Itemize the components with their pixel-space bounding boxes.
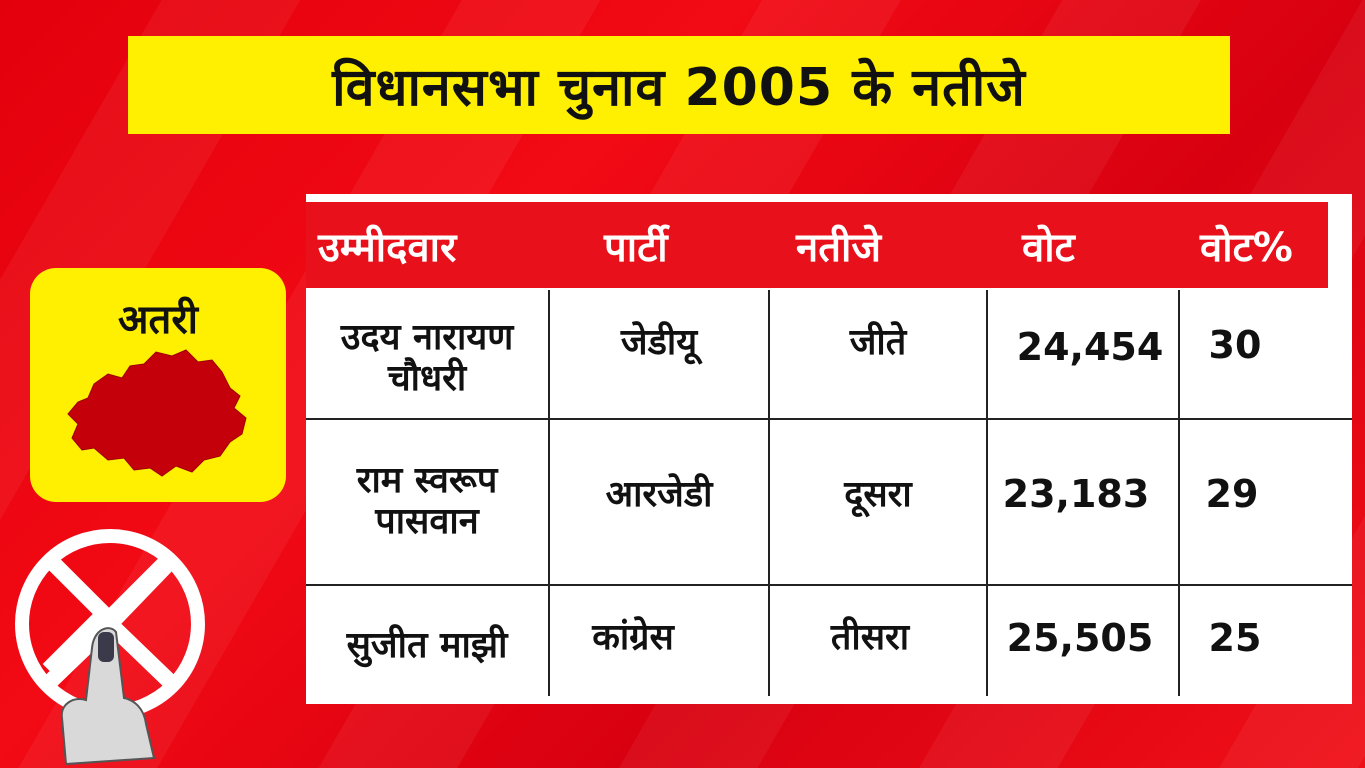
results-table: उम्मीदवार पार्टी नतीजे वोट वोट% उदय नारा… (306, 194, 1352, 704)
party-cell: कांग्रेस (592, 617, 674, 659)
header-party: पार्टी (604, 224, 668, 271)
column-divider (1178, 290, 1180, 696)
vote-percent-cell: 29 (1205, 472, 1259, 517)
candidate-name-line1: सुजीत माझी (346, 625, 508, 667)
votes-cell: 23,183 (1002, 472, 1150, 517)
row-divider (306, 584, 1352, 586)
result-cell: तीसरा (830, 617, 910, 659)
title-banner: विधानसभा चुनाव 2005 के नतीजे (128, 36, 1230, 134)
votes-cell: 24,454 (1016, 325, 1164, 370)
header-candidate: उम्मीदवार (318, 224, 457, 271)
candidate-cell: राम स्वरूप पासवान (306, 440, 548, 562)
candidate-name-line2: पासवान (375, 501, 479, 542)
candidate-cell: उदय नारायण चौधरी (306, 298, 548, 418)
result-cell: जीते (849, 322, 907, 364)
page-title: विधानसभा चुनाव 2005 के नतीजे (332, 57, 1026, 118)
constituency-card: अतरी (30, 268, 286, 502)
party-cell: जेडीयू (620, 322, 698, 364)
vote-percent-cell: 25 (1208, 616, 1262, 661)
column-divider (548, 290, 550, 696)
result-cell: दूसरा (844, 474, 912, 516)
header-vote-percent: वोट% (1200, 224, 1293, 271)
column-divider (768, 290, 770, 696)
constituency-map-icon (67, 349, 247, 477)
vote-percent-cell: 30 (1208, 323, 1262, 368)
party-cell: आरजेडी (605, 474, 713, 516)
candidate-name-line1: राम स्वरूप (356, 459, 498, 501)
header-votes: वोट (1022, 224, 1075, 271)
candidate-name-line2: चौधरी (387, 358, 467, 399)
header-result: नतीजे (796, 224, 882, 271)
election-symbol-icon (15, 529, 205, 766)
row-divider (306, 418, 1352, 420)
votes-cell: 25,505 (1006, 616, 1154, 661)
constituency-name: अतरी (117, 297, 199, 343)
column-divider (986, 290, 988, 696)
candidate-cell: सुजीत माझी (306, 598, 548, 694)
table-header-row: उम्मीदवार पार्टी नतीजे वोट वोट% (306, 202, 1328, 288)
candidate-name-line1: उदय नारायण (340, 316, 514, 358)
